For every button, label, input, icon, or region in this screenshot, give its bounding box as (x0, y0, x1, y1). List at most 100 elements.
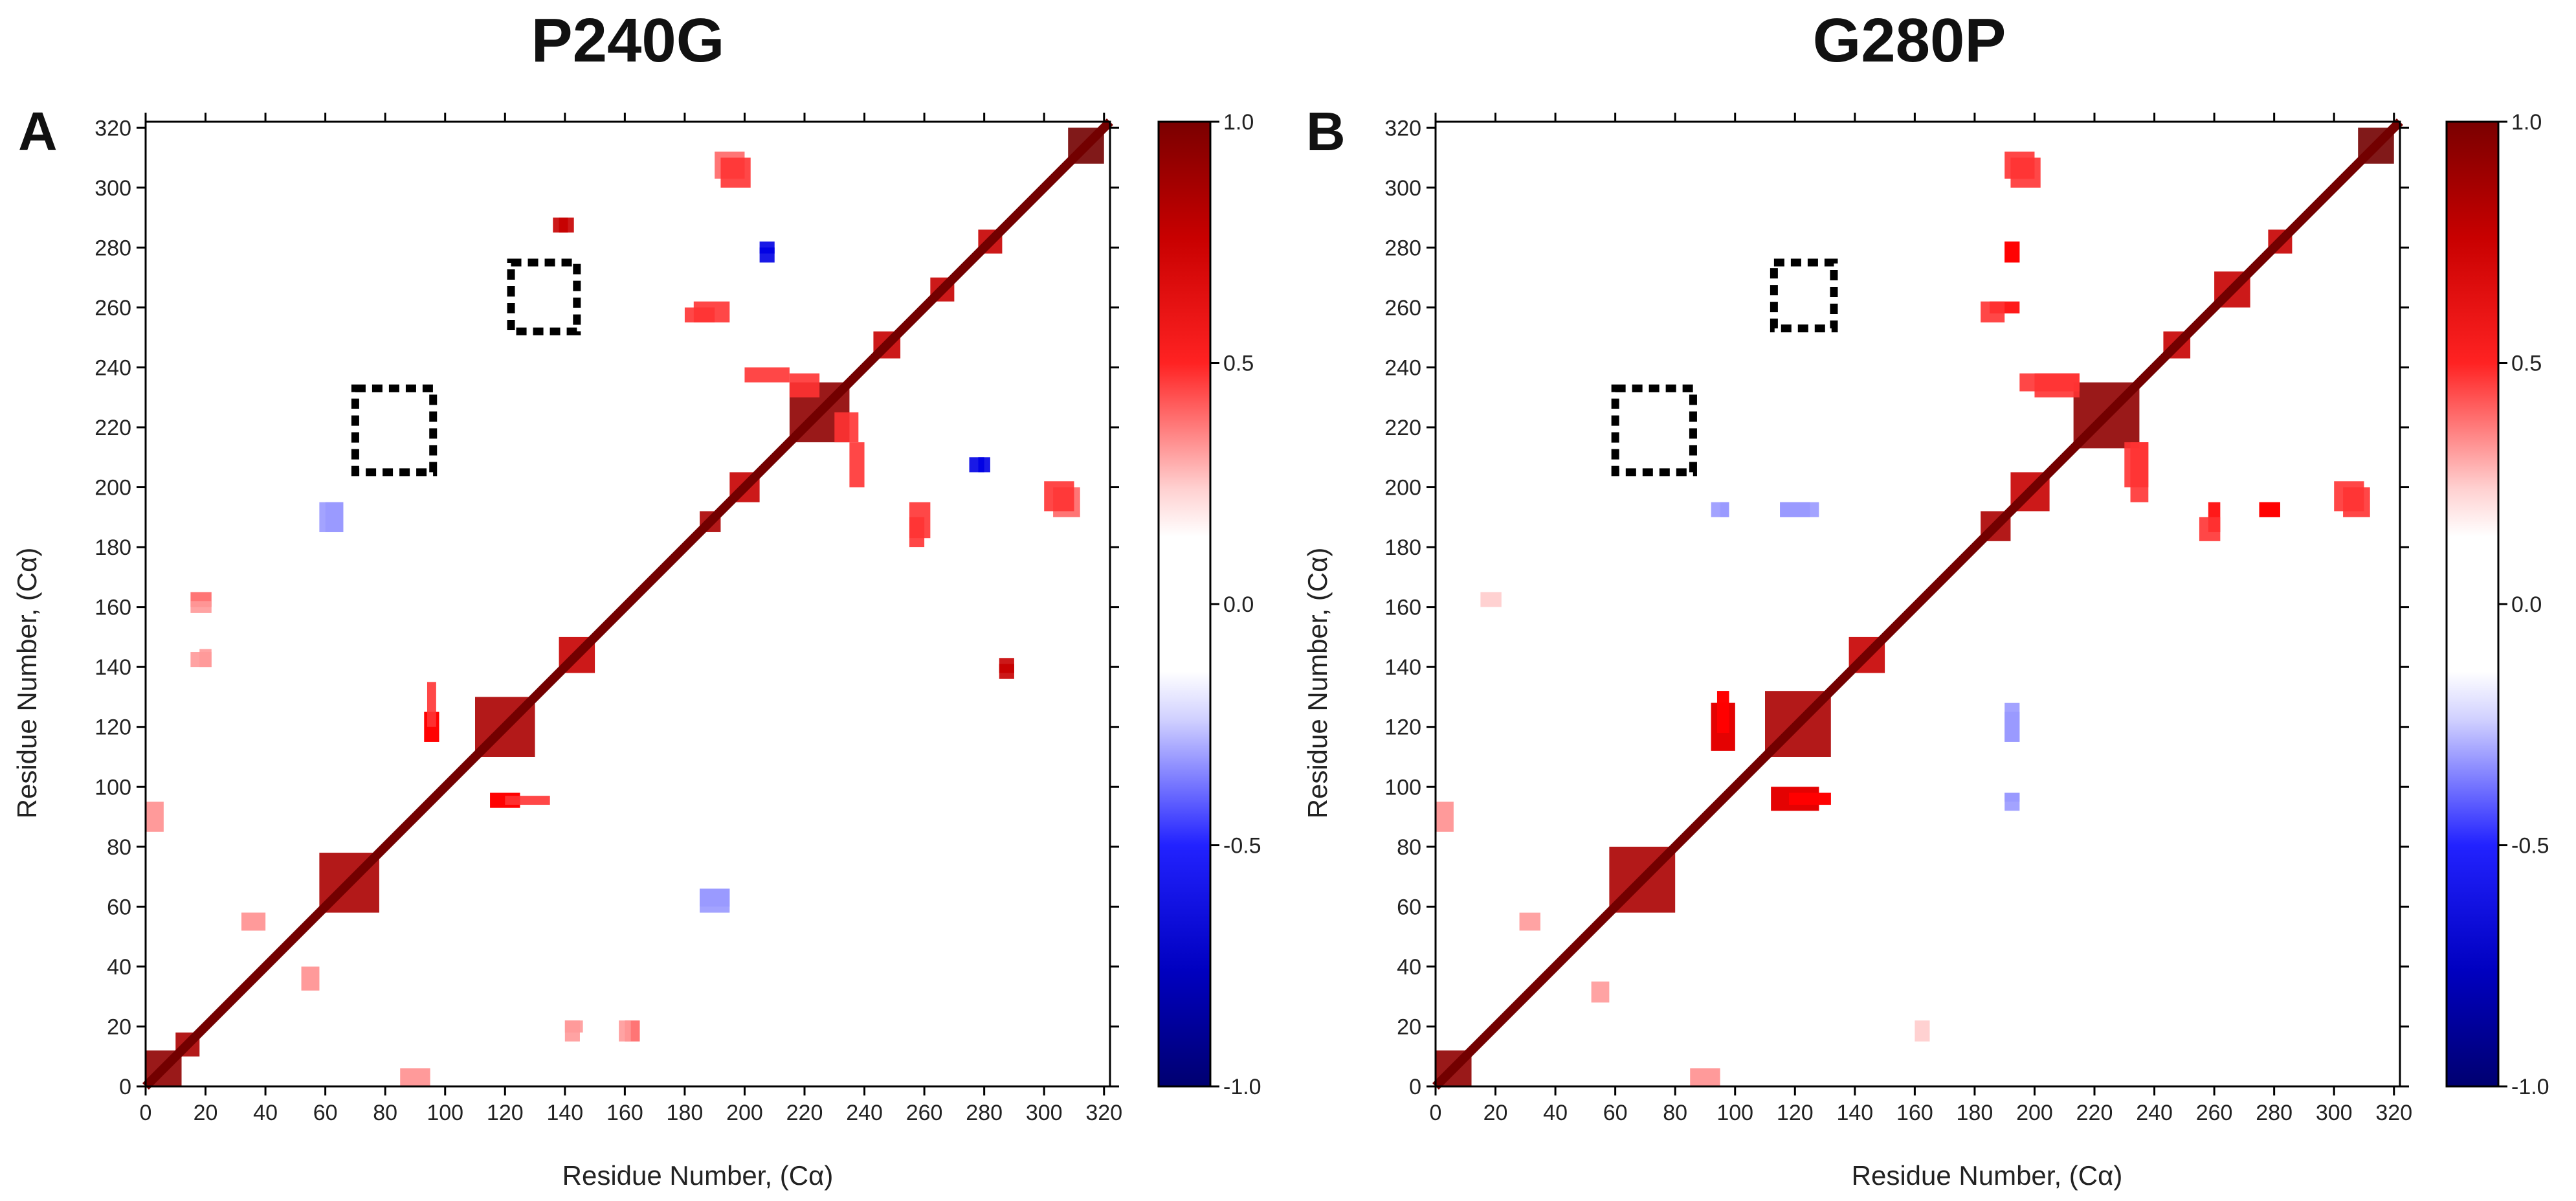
panel-b-block-21-mirror (2004, 241, 2020, 263)
panel-b-colorbar-label-0: 1.0 (2511, 110, 2542, 135)
panel-a-colorbar-label-0: 1.0 (1223, 110, 1254, 135)
panel-b-ytick-label-6: 120 (1384, 715, 1421, 740)
panel-a-block-24-mirror (319, 502, 344, 532)
panel-b-ytick-label-11: 220 (1384, 416, 1421, 440)
panel-a-ytick-label-3: 60 (107, 895, 131, 919)
panel-b-ytick-label-13: 260 (1384, 296, 1421, 320)
panel-b-frame (1434, 120, 2401, 1088)
panel-a-xtick-label-6: 120 (487, 1101, 524, 1125)
panel-a-xtick-label-16: 320 (1085, 1101, 1122, 1125)
panel-b-diagonal (1432, 118, 2403, 1090)
panel-a-ylabel: Residue Number, (Cα) (12, 548, 42, 819)
panel-a-ytick-label-2: 40 (107, 955, 131, 980)
panel-a-xtick-label-7: 140 (546, 1101, 583, 1125)
panel-b-xtick-label-7: 140 (1836, 1101, 1873, 1125)
panel-b-xtick-label-13: 260 (2196, 1101, 2233, 1125)
panel-b: G280P B Residue Number, (Cα) Residue Num… (1302, 6, 2549, 1191)
panel-a-ytick-label-5: 100 (94, 775, 131, 800)
panel-b-xtick-label-6: 120 (1777, 1101, 1814, 1125)
panel-b-xtick-label-0: 0 (1430, 1101, 1442, 1125)
panel-a-block-29-mirror (199, 649, 212, 668)
panel-b-ylabel: Residue Number, (Cα) (1302, 548, 1333, 819)
panel-b-xtick-label-15: 300 (2316, 1101, 2353, 1125)
panel-a-colorbar-label-2: 0.0 (1223, 592, 1254, 617)
panel-b-ytick-label-5: 100 (1384, 775, 1421, 800)
panel-a-ticks: 0 20 40 60 80 100 120 140 160 180 200 220 240 260 280 3… (94, 113, 1122, 1125)
panel-a-ytick-label-13: 260 (94, 296, 131, 320)
panel-a-diagonal (142, 118, 1113, 1090)
panel-a-colorbar: 1.0 0.5 0.0 -0.5 -1.0 (1157, 110, 1261, 1099)
panel-a-heatmap (142, 118, 1113, 1090)
panel-a-colorbar-label-3: -0.5 (1223, 834, 1261, 859)
panel-a-xtick-label-12: 240 (846, 1101, 883, 1125)
panel-b-block-21 (2259, 502, 2280, 517)
panel-b-xtick-label-1: 20 (1483, 1101, 1508, 1125)
panel-b-block-16 (2124, 442, 2149, 488)
panel-b-ytick-label-9: 180 (1384, 535, 1421, 560)
panel-a-block-34 (400, 1068, 430, 1086)
panel-a-letter: A (18, 101, 58, 162)
panel-b-xtick-label-16: 320 (2375, 1101, 2412, 1125)
panel-a-block-34-mirror (146, 802, 164, 832)
panel-b-colorbar-label-1: 0.5 (2511, 352, 2542, 376)
panel-a-block-21 (909, 517, 925, 548)
panel-b-block-30 (1480, 592, 1502, 607)
panel-b-letter: B (1306, 101, 1346, 162)
panel-b-xtick-label-12: 240 (2136, 1101, 2173, 1125)
panel-a-block-29 (564, 1020, 583, 1033)
panel-b-xtick-label-3: 60 (1603, 1101, 1628, 1125)
panel-b-xtick-label-4: 80 (1663, 1101, 1687, 1125)
panel-a-xtick-label-2: 40 (253, 1101, 278, 1125)
panel-a-ytick-label-12: 240 (94, 355, 131, 380)
panel-a-ytick-label-4: 80 (107, 835, 131, 860)
panel-b-xtick-label-14: 280 (2256, 1101, 2293, 1125)
panel-a-colorbar-label-1: 0.5 (1223, 352, 1254, 376)
panel-a-block-14-mirror (427, 682, 436, 727)
panel-a-colorbar-label-4: -1.0 (1223, 1075, 1261, 1099)
panel-a-xtick-label-15: 300 (1026, 1101, 1063, 1125)
panel-a-title: P240G (531, 6, 725, 75)
panel-a-block-30-mirror (190, 601, 212, 613)
panel-a-block-28-mirror (999, 658, 1014, 673)
panel-b-ytick-label-2: 40 (1397, 955, 1421, 980)
panel-a-xtick-label-3: 60 (313, 1101, 338, 1125)
panel-b-block-20 (2199, 517, 2221, 541)
panel-b-block-20-mirror (1981, 301, 2005, 323)
panel-b-block-14-mirror (1789, 792, 1831, 805)
panel-a-xtick-label-14: 280 (966, 1101, 1003, 1125)
panel-a-xtick-label-9: 180 (667, 1101, 704, 1125)
panel-a-block-24 (700, 888, 730, 913)
panel-b-block-26 (2004, 792, 2020, 802)
panel-a-colorbar-scale (1157, 120, 1212, 1088)
panel-a-block-26-mirror (759, 247, 775, 263)
panel-a-block-26 (969, 457, 984, 473)
panel-b-xtick-label-2: 40 (1543, 1101, 1568, 1125)
panel-b-block-25 (2004, 712, 2020, 742)
panel-a-block-22 (1044, 481, 1074, 511)
panel-b-ytick-label-1: 20 (1397, 1015, 1421, 1039)
panel-b-heatmap (1432, 118, 2403, 1090)
panel-b-block-22-mirror (2010, 157, 2041, 188)
panel-b-ytick-label-12: 240 (1384, 355, 1421, 380)
panel-b-ytick-label-16: 320 (1384, 116, 1421, 140)
panel-b-dashed-box-0 (1611, 384, 1697, 477)
panel-a-ytick-label-1: 20 (107, 1015, 131, 1039)
panel-b-colorbar: 1.0 0.5 0.0 -0.5 -1.0 (2445, 110, 2549, 1099)
panel-b-xtick-label-9: 180 (1957, 1101, 1993, 1125)
panel-a-block-28 (559, 218, 574, 233)
panel-a-xlabel: Residue Number, (Cα) (562, 1160, 834, 1191)
panel-b-ytick-label-10: 200 (1384, 476, 1421, 500)
panel-a-xtick-label-5: 100 (427, 1101, 463, 1125)
panel-a-block-14 (505, 796, 550, 805)
panel-a-ytick-label-9: 180 (94, 535, 131, 560)
panel-b-ytick-label-0: 0 (1409, 1075, 1421, 1099)
panel-a-dashed-box-0 (351, 384, 438, 477)
panel-a-ytick-label-7: 140 (94, 655, 131, 680)
panel-b-ytick-label-15: 300 (1384, 176, 1421, 201)
panel-b-ytick-label-4: 80 (1397, 835, 1421, 860)
panel-a-block-22-mirror (720, 157, 751, 188)
panel-b-block-27 (1519, 912, 1540, 931)
panel-a-xtick-label-0: 0 (140, 1101, 152, 1125)
panel-a-block-15-mirror (849, 442, 865, 488)
